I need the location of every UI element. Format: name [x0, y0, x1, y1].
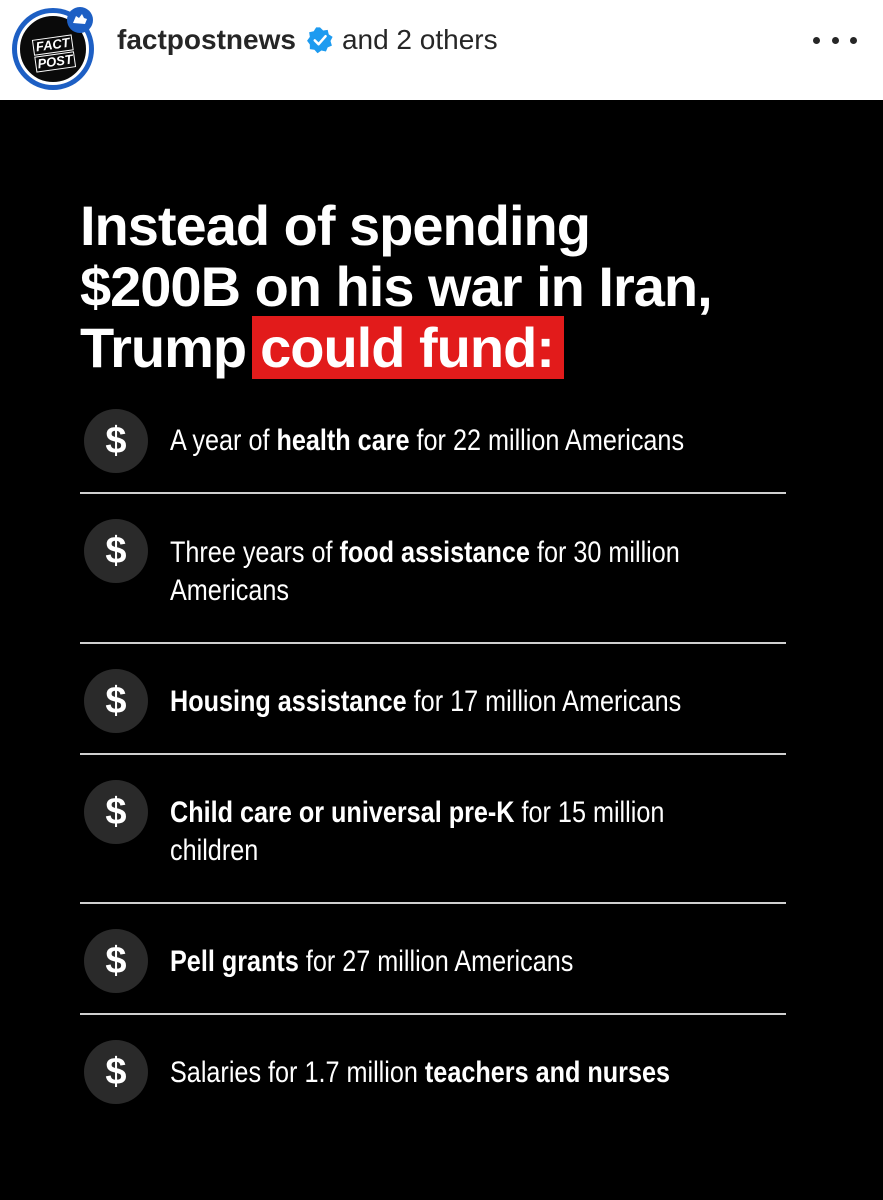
- headline-line-3: Trump could fund:: [80, 316, 840, 379]
- divider: [80, 492, 786, 494]
- divider: [80, 642, 786, 644]
- headline-highlight: could fund:: [252, 316, 564, 379]
- headline-line-1: Instead of spending: [80, 194, 591, 257]
- list-item-text: Pell grants for 27 million Americans: [170, 945, 574, 978]
- avatar[interactable]: FACT POST: [12, 7, 94, 90]
- dollar-icon: $: [84, 929, 148, 993]
- list-item-text: A year of health care for 22 million Ame…: [170, 424, 685, 457]
- dollar-icon: $: [84, 519, 148, 583]
- dollar-icon: $: [84, 409, 148, 473]
- avatar-logo-text: FACT POST: [24, 32, 84, 74]
- list-item-text: Three years of food assistance for 30 mi…: [170, 536, 680, 607]
- dollar-icon: $: [84, 1040, 148, 1104]
- dollar-icon: $: [84, 780, 148, 844]
- account-line: factpostnews and 2 others: [117, 22, 498, 58]
- coauthors-link[interactable]: and 2 others: [341, 24, 498, 55]
- divider: [80, 753, 786, 755]
- list-item-text: Housing assistance for 17 million Americ…: [170, 685, 682, 718]
- list-item-text: Salaries for 1.7 million teachers and nu…: [170, 1056, 671, 1089]
- headline-line-2: $200B on his war in Iran,: [80, 255, 713, 318]
- dollar-icon: $: [84, 669, 148, 733]
- more-options-icon[interactable]: [813, 28, 857, 52]
- divider: [80, 1013, 786, 1015]
- list-item-text: Child care or universal pre-K for 15 mil…: [170, 796, 665, 867]
- account-name[interactable]: factpostnews: [117, 24, 296, 55]
- post-image: Instead of spending $200B on his war in …: [0, 100, 883, 1200]
- verified-badge-icon: [306, 27, 333, 54]
- headline: Instead of spending $200B on his war in …: [80, 194, 840, 379]
- donkey-badge-icon: [67, 7, 93, 33]
- divider: [80, 902, 786, 904]
- post-header: FACT POST factpostnews and 2 others: [0, 0, 883, 100]
